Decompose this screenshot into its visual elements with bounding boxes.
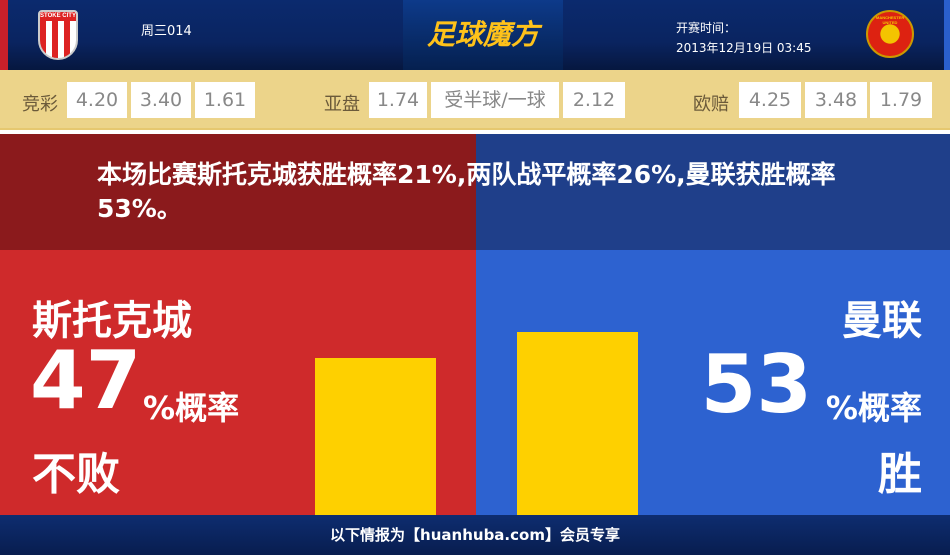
asian-label: 亚盘 [324,94,360,115]
home-unit: %概率 [143,389,240,427]
jc-label: 竞彩 [22,94,58,115]
home-name: 斯托克城 [32,298,192,344]
summary-banner-right [476,134,950,250]
asian-odd: 1.74 [369,82,427,118]
match-header: STOKE CITY 周三014 足球魔方 开赛时间： 2013年12月19日 … [0,0,950,70]
member-footer-link[interactable]: 以下情报为【huanhuba.com】会员专享 [0,515,950,555]
home-probability-bar [315,357,436,515]
man-utd-logo-text: MANCHESTER UNITED [876,15,905,25]
summary-banner-left [0,134,476,250]
odds-bar: 竞彩 4.20 3.40 1.61 亚盘 1.74 受半球/一球 2.12 欧赔… [0,70,950,130]
away-panel: 曼联 53 %概率 胜 [476,250,950,515]
away-probability-bar [517,332,638,515]
man-utd-logo: MANCHESTER UNITED [866,10,914,58]
jc-odd: 4.20 [67,82,127,118]
jc-odd: 1.61 [195,82,255,118]
euro-odd: 3.48 [805,82,867,118]
home-panel: 斯托克城 47 %概率 不败 [0,250,476,515]
asian-handicap: 受半球/一球 [431,82,559,118]
stoke-city-logo: STOKE CITY [38,10,78,60]
euro-odd: 4.25 [739,82,801,118]
euro-label: 欧赔 [693,94,729,115]
euro-odd: 1.79 [870,82,932,118]
away-outcome: 胜 [878,449,922,500]
kickoff: 开赛时间： 2013年12月19日 03:45 [676,18,811,58]
stoke-city-logo-text: STOKE CITY [40,12,76,21]
jc-odd: 3.40 [131,82,191,118]
away-unit: %概率 [825,389,922,427]
away-name: 曼联 [842,298,922,344]
kickoff-label: 开赛时间： [676,21,737,35]
kickoff-time: 2013年12月19日 03:45 [676,41,812,55]
match-number: 周三014 [141,24,192,39]
asian-odd: 2.12 [563,82,625,118]
brand-logo: 足球魔方 [403,0,563,70]
probability-summary: 本场比赛斯托克城获胜概率21%,两队战平概率26%,曼联获胜概率53%。 [97,160,836,223]
home-percent: 47 [30,334,142,427]
home-outcome: 不败 [32,449,120,500]
away-percent: 53 [700,338,812,431]
